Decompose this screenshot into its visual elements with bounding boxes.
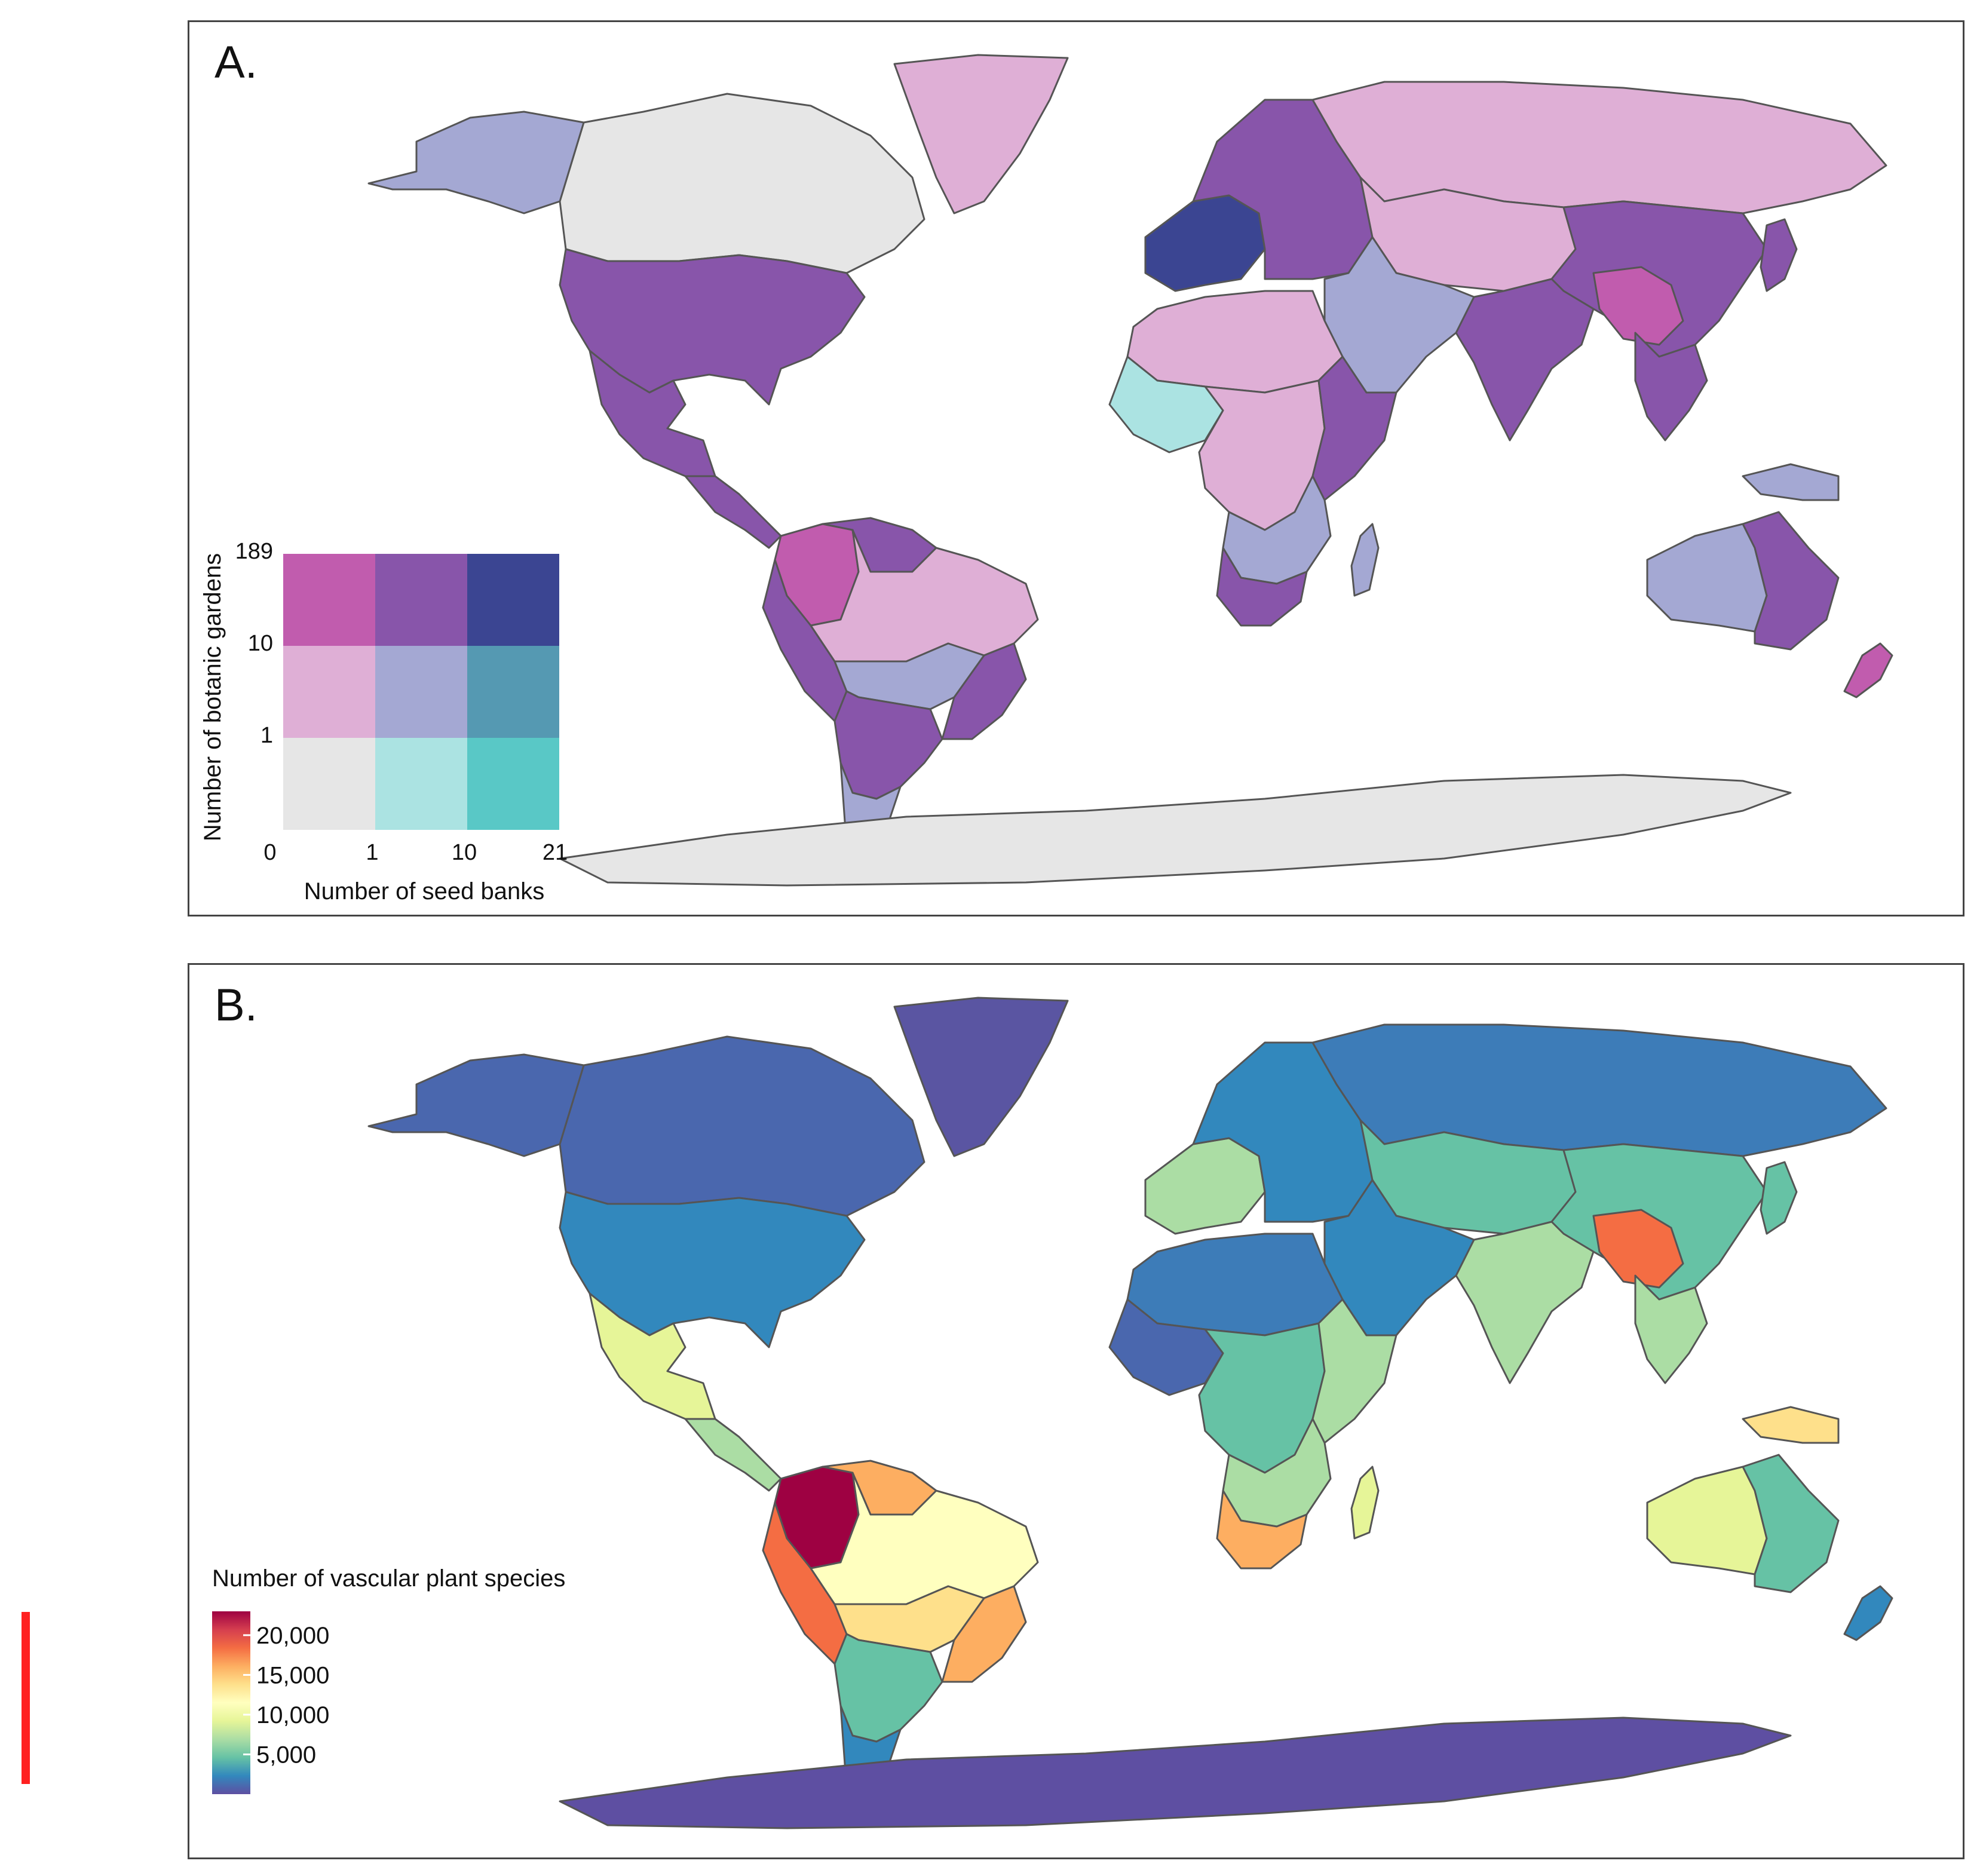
bivariate-cell-r1-c1 <box>375 646 467 738</box>
bivariate-cell-r2-c2 <box>467 738 559 830</box>
region-madagascar <box>1350 523 1380 597</box>
region-south-china <box>1592 1209 1684 1289</box>
legend-x-tick-21: 21 <box>543 840 568 865</box>
region-south-africa <box>1216 1489 1308 1570</box>
region-south-china <box>1592 266 1684 346</box>
region-canada <box>559 1035 925 1217</box>
region-australia-west <box>1646 523 1768 633</box>
region-southeast-brazil <box>941 1585 1027 1683</box>
world-map-b <box>367 997 1893 1829</box>
region-india <box>1455 1221 1595 1384</box>
panel-b-vascular-species-map: B. Number of vascular plant species 20,0… <box>188 963 1964 1859</box>
legend-y-tick-10: 10 <box>248 631 273 656</box>
colorbar-tick-label: 5,000 <box>256 1742 316 1768</box>
red-scale-mark <box>22 1612 30 1784</box>
colorbar-title: Number of vascular plant species <box>212 1565 565 1592</box>
region-mexico <box>589 350 716 477</box>
species-colorbar-legend: Number of vascular plant species 20,000 1… <box>212 1565 565 1794</box>
world-map-a <box>367 54 1893 887</box>
legend-y-axis-title: Number of botanic gardens <box>200 553 226 842</box>
bivariate-cell-r1-c0 <box>283 646 375 738</box>
bivariate-legend-cells <box>283 554 559 830</box>
region-australia-east <box>1742 1454 1840 1593</box>
bivariate-cell-r1-c2 <box>467 646 559 738</box>
bivariate-cell-r0-c2 <box>467 554 559 646</box>
region-western-europe <box>1144 1137 1266 1235</box>
region-australia-east <box>1742 511 1840 651</box>
region-central-america <box>684 475 782 549</box>
colorbar-tick-label: 10,000 <box>256 1702 329 1728</box>
region-new-zealand <box>1843 1585 1893 1641</box>
region-east-africa <box>1311 1298 1397 1444</box>
legend-x-tick-0: 0 <box>263 840 276 865</box>
panel-a-label: A. <box>214 37 258 88</box>
legend-x-axis-title: Number of seed banks <box>304 878 544 905</box>
region-russia <box>1311 81 1887 214</box>
legend-x-tick-10: 10 <box>452 840 477 865</box>
region-japan <box>1760 218 1798 292</box>
region-madagascar <box>1350 1466 1380 1540</box>
region-greenland <box>893 997 1069 1157</box>
region-mexico <box>589 1292 716 1420</box>
bivariate-cell-r0-c1 <box>375 554 467 646</box>
colorbar-tick-label: 15,000 <box>256 1662 329 1688</box>
bivariate-legend: 189 10 1 0 1 10 21 Number of seed banks … <box>200 539 568 905</box>
bivariate-cell-r2-c1 <box>375 738 467 830</box>
region-sahara <box>1126 290 1344 394</box>
region-russia <box>1311 1023 1887 1157</box>
region-east-africa <box>1311 355 1397 501</box>
panel-b-label: B. <box>214 980 258 1031</box>
region-central-america <box>684 1418 782 1492</box>
region-canada <box>559 93 925 274</box>
region-new-zealand <box>1843 642 1893 698</box>
region-western-europe <box>1144 194 1266 292</box>
region-alaska <box>367 111 585 214</box>
legend-y-tick-189: 189 <box>235 539 273 564</box>
bivariate-cell-r0-c0 <box>283 554 375 646</box>
colorbar-tick-label: 20,000 <box>256 1623 329 1649</box>
region-southeast-asia <box>1634 332 1708 442</box>
colorbar-ticks: 20,000 15,000 10,000 5,000 <box>243 1623 329 1768</box>
region-new-guinea <box>1742 463 1840 501</box>
region-southeast-asia <box>1634 1274 1708 1384</box>
region-japan <box>1760 1161 1798 1235</box>
region-india <box>1455 278 1595 442</box>
region-greenland <box>893 54 1069 214</box>
region-south-africa <box>1216 547 1308 627</box>
region-australia-west <box>1646 1466 1768 1575</box>
legend-y-tick-1: 1 <box>260 723 273 748</box>
region-southeast-brazil <box>941 642 1027 740</box>
region-alaska <box>367 1053 585 1157</box>
region-sahara <box>1126 1233 1344 1337</box>
colorbar-gradient <box>212 1611 250 1794</box>
legend-x-tick-1: 1 <box>366 840 378 865</box>
region-antarctica <box>559 774 1792 887</box>
bivariate-cell-r2-c0 <box>283 738 375 830</box>
panel-a-botanic-seedbank-map: A. 189 10 1 0 1 10 21 Number of seed ban… <box>188 20 1964 916</box>
region-antarctica <box>559 1716 1792 1829</box>
region-new-guinea <box>1742 1406 1840 1444</box>
